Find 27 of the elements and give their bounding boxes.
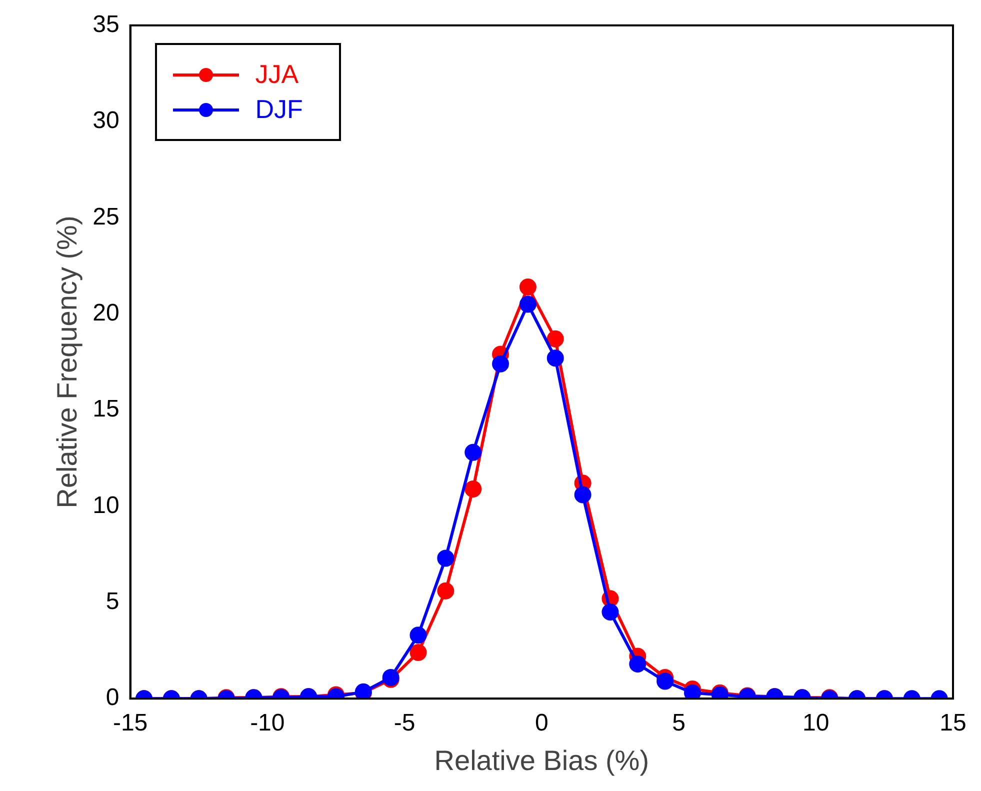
x-tick-label: 10 (802, 710, 830, 737)
x-tick-label: -15 (112, 710, 148, 737)
point (519, 278, 536, 296)
x-axis-title: Relative Bias (%) (434, 744, 650, 776)
point (464, 444, 482, 461)
y-tick-label: 0 (106, 684, 120, 712)
y-tick-label: 15 (92, 396, 120, 423)
point (492, 355, 510, 372)
point (464, 480, 482, 498)
point (574, 486, 592, 504)
x-tick-label: -10 (250, 710, 285, 737)
point (546, 330, 564, 348)
y-tick-label: 20 (92, 300, 120, 327)
x-tick-label: 15 (940, 710, 966, 737)
x-tick-label: 0 (534, 710, 548, 737)
x-tick-label: -5 (394, 710, 416, 737)
y-tick-label: 10 (92, 492, 120, 519)
legend-label: JJA (255, 59, 299, 90)
y-tick-label: 30 (92, 107, 120, 134)
y-axis-title: Relative Frequency (%) (52, 216, 83, 508)
y-tick-label: 5 (106, 588, 120, 616)
y-tick-label: 35 (92, 11, 120, 38)
x-tick-label: 5 (672, 710, 686, 737)
y-tick-label: 25 (92, 203, 120, 230)
legend-label: DJF (255, 94, 303, 126)
point (519, 296, 536, 313)
point (546, 350, 564, 367)
